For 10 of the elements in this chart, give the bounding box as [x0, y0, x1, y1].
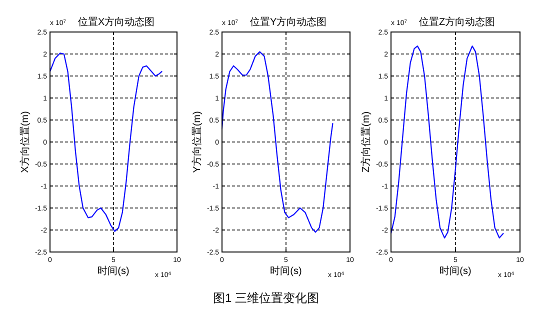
y-axis-title: X方向位置(m) [19, 111, 31, 173]
y-axis-title: Y方向位置(m) [191, 111, 203, 173]
chart-title: 位置Y方向动态图 [250, 16, 327, 28]
y-axis-title: Z方向位置(m) [360, 111, 372, 173]
chart-title: 位置Z方向动态图 [419, 16, 496, 28]
chart-title: 位置X方向动态图 [78, 16, 155, 28]
x-axis-title: 时间(s) [98, 265, 130, 277]
x-axis-title: 时间(s) [440, 265, 472, 277]
caption: 图1 三维位置变化图 [212, 291, 320, 305]
x-axis-title: 时间(s) [270, 265, 302, 277]
